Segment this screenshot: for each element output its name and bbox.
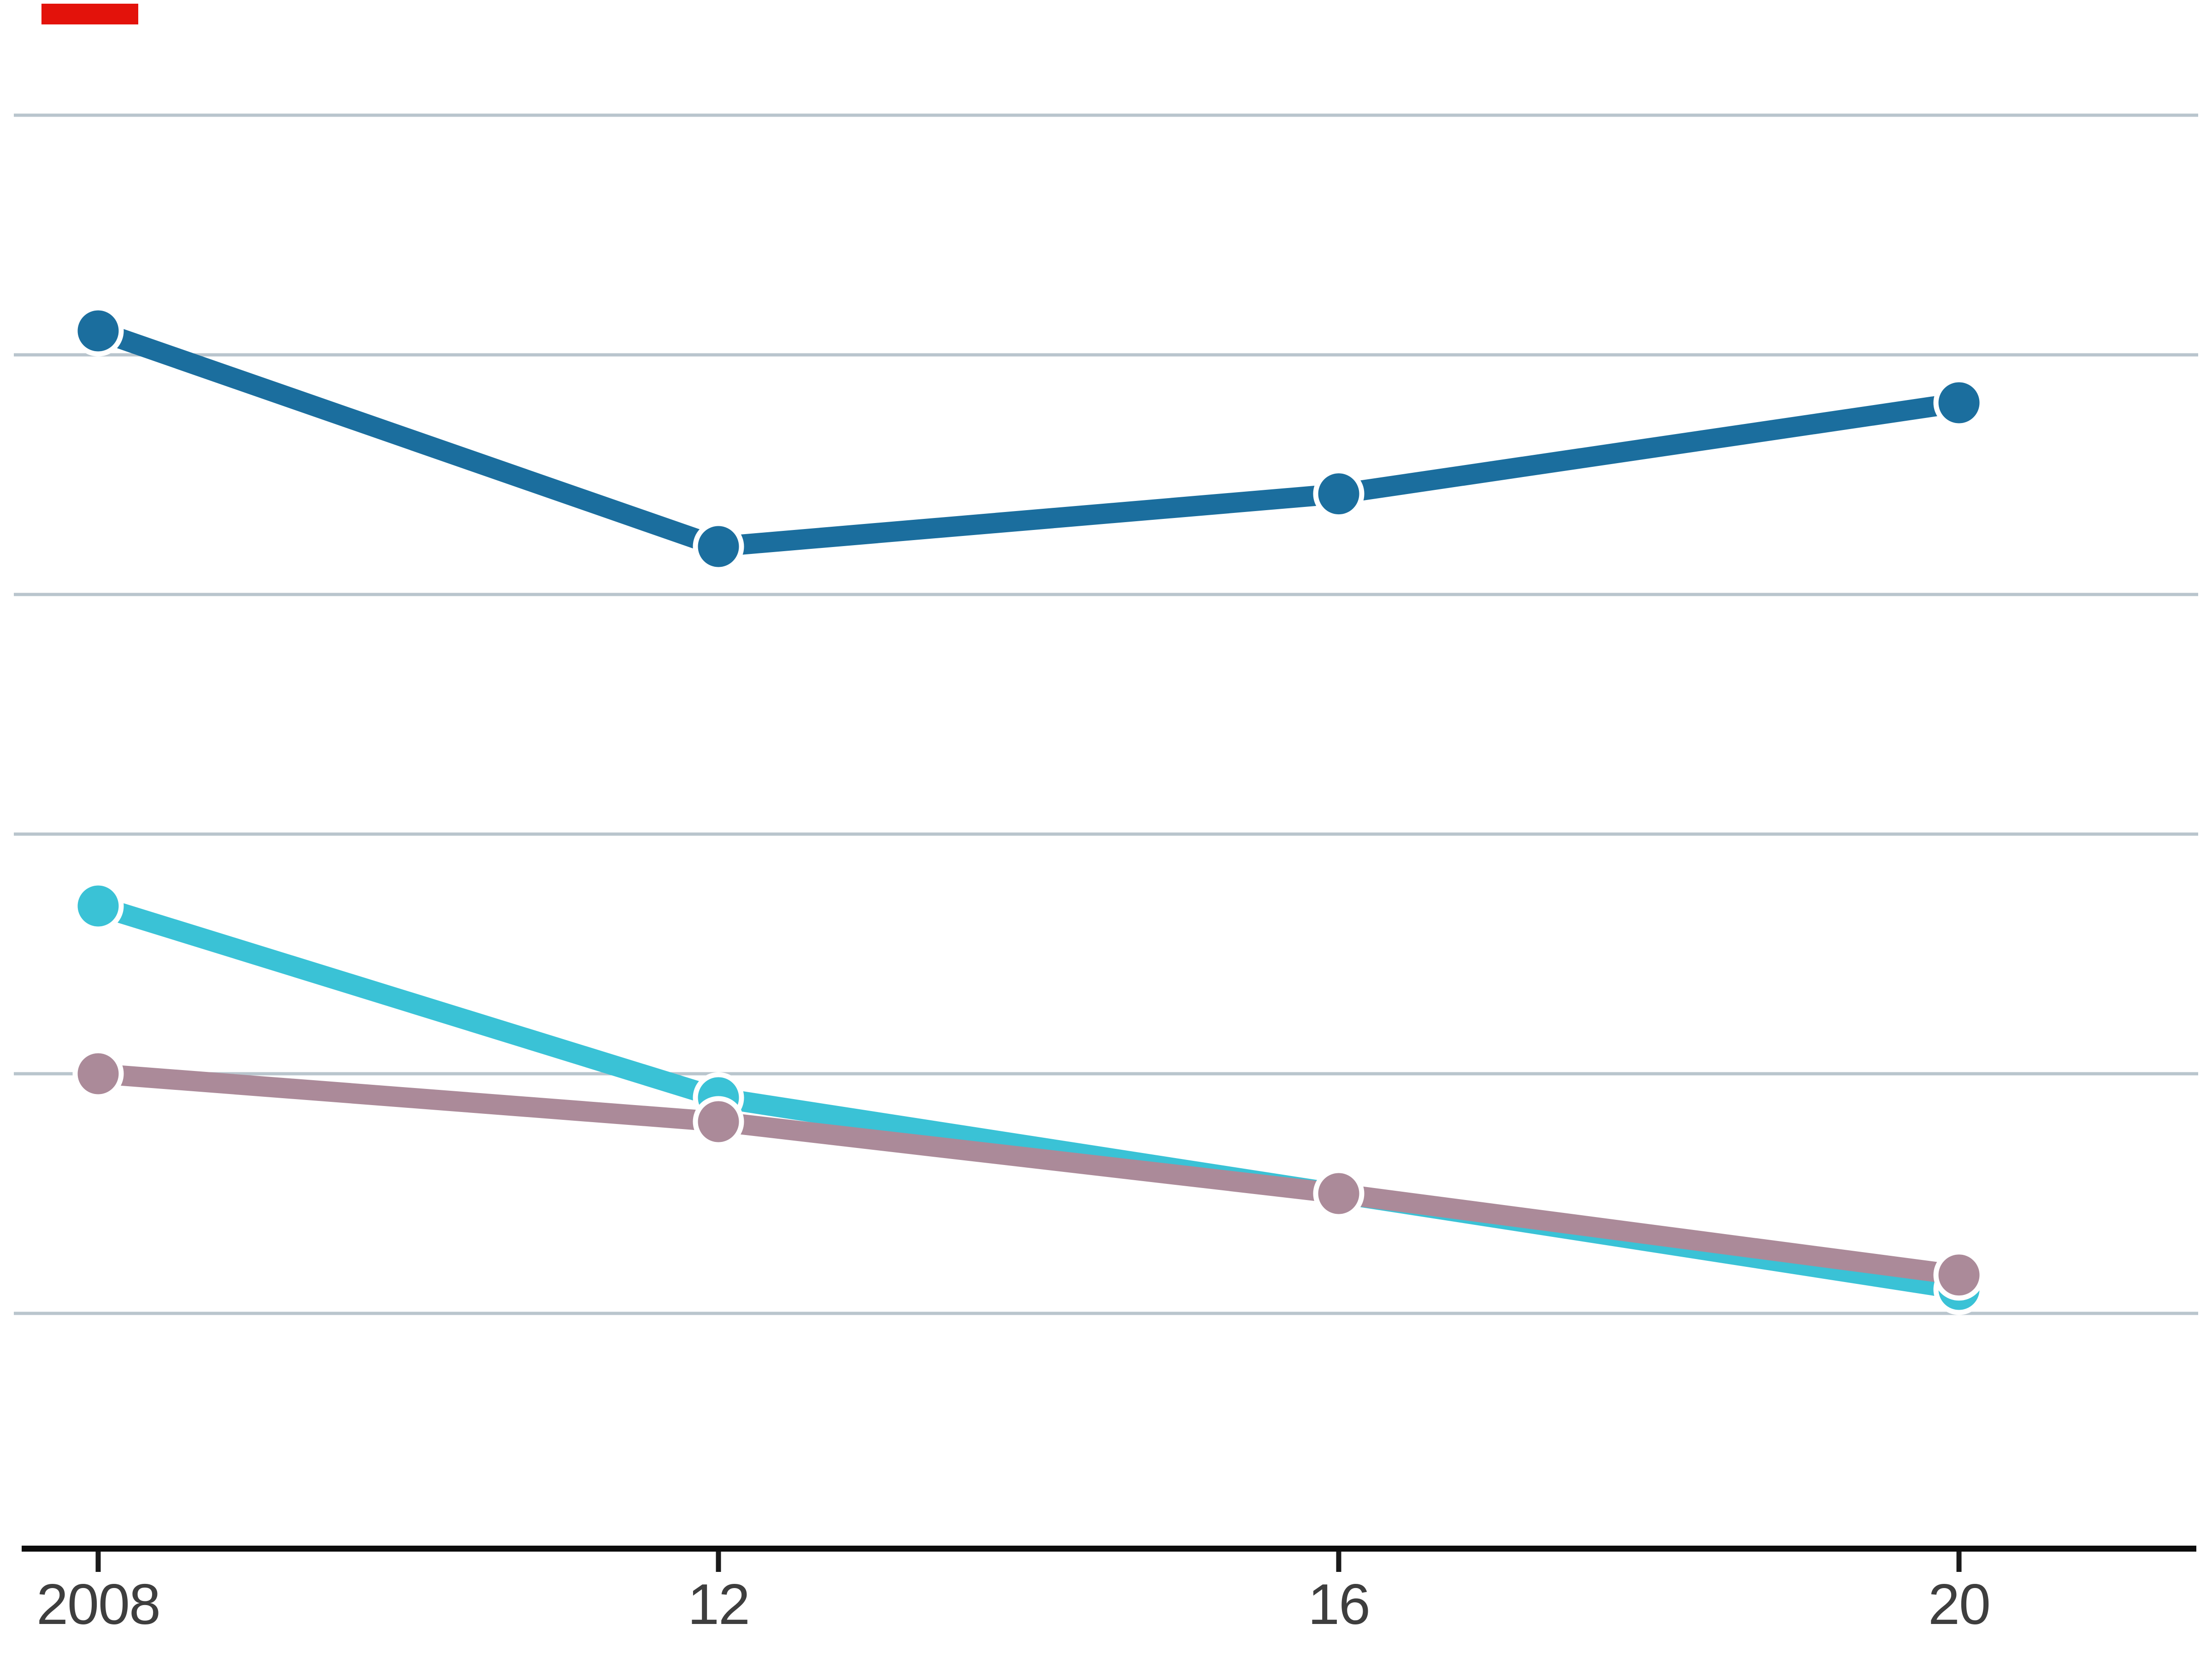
gridline xyxy=(14,353,2198,357)
data-point-dark-blue xyxy=(1313,468,1365,520)
x-axis-label: 20 xyxy=(1928,1573,1990,1636)
x-axis-label: 16 xyxy=(1308,1573,1370,1636)
data-point-dark-blue xyxy=(1933,377,1985,429)
x-axis-tick xyxy=(95,1552,101,1572)
data-point-mauve xyxy=(1313,1168,1365,1219)
brand-red-tab xyxy=(41,4,138,24)
data-point-mauve xyxy=(72,1048,124,1100)
gridline xyxy=(14,1072,2198,1076)
x-axis-label: 12 xyxy=(688,1573,749,1636)
x-axis-label: 2008 xyxy=(36,1573,160,1636)
x-axis-tick xyxy=(1336,1552,1341,1572)
gridline xyxy=(14,832,2198,836)
data-point-mauve xyxy=(693,1096,744,1147)
x-axis-line xyxy=(22,1546,2196,1552)
x-axis-tick xyxy=(1956,1552,1962,1572)
data-point-dark-blue xyxy=(693,521,744,572)
data-point-mauve xyxy=(1933,1249,1985,1301)
gridline xyxy=(14,113,2198,117)
series-line-mauve xyxy=(97,1064,1960,1285)
gridline xyxy=(14,1312,2198,1315)
x-axis-tick xyxy=(716,1552,721,1572)
data-point-dark-blue xyxy=(72,305,124,357)
series-line-dark-blue xyxy=(94,321,1961,557)
gridline xyxy=(14,593,2198,596)
data-point-cyan xyxy=(72,880,124,932)
